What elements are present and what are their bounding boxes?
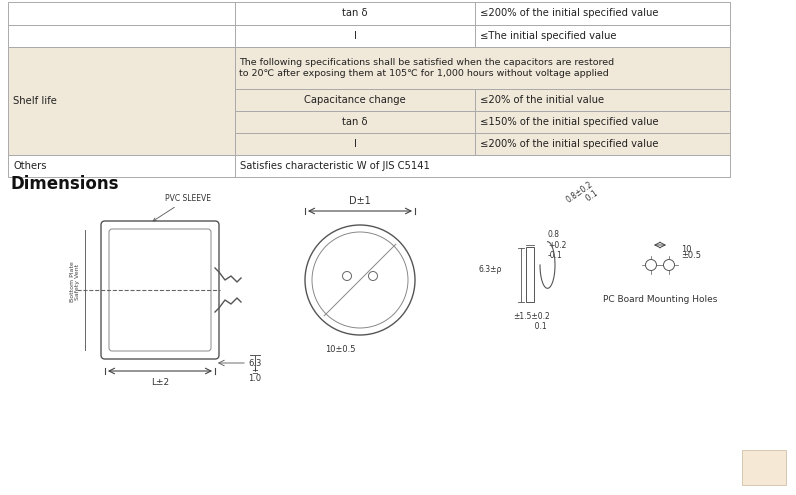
- Text: 1: 1: [759, 460, 769, 476]
- Bar: [8, 155, 235, 177]
- Bar: [235, 47, 730, 89]
- Text: Dimensions: Dimensions: [10, 175, 119, 193]
- Bar: [742, 450, 786, 485]
- Bar: [475, 2, 730, 25]
- Text: ≤The initial specified value: ≤The initial specified value: [480, 31, 616, 41]
- Bar: [8, 2, 235, 25]
- Text: ±0.5: ±0.5: [681, 251, 701, 260]
- Bar: [475, 89, 730, 111]
- Text: 10±0.5: 10±0.5: [325, 345, 355, 354]
- Bar: [235, 25, 475, 47]
- FancyBboxPatch shape: [101, 221, 219, 359]
- FancyBboxPatch shape: [109, 229, 211, 351]
- Text: Capacitance change: Capacitance change: [304, 95, 406, 105]
- Bar: [235, 111, 475, 133]
- Circle shape: [664, 259, 674, 270]
- Bar: [235, 155, 730, 177]
- Text: 0.8±0.2
       0.1: 0.8±0.2 0.1: [564, 180, 600, 213]
- Bar: [235, 133, 475, 155]
- Circle shape: [312, 232, 408, 328]
- Circle shape: [369, 271, 377, 281]
- Bar: [8, 25, 235, 47]
- Text: ≤200% of the initial specified value: ≤200% of the initial specified value: [480, 139, 658, 149]
- Text: 10: 10: [681, 245, 692, 253]
- Text: The following specifications shall be satisfied when the capacitors are restored: The following specifications shall be sa…: [239, 58, 615, 78]
- Text: Others: Others: [13, 161, 46, 171]
- Text: D±1: D±1: [349, 196, 371, 206]
- Text: ≤150% of the initial specified value: ≤150% of the initial specified value: [480, 117, 658, 127]
- Text: Bottom Plate
Safety Vent: Bottom Plate Safety Vent: [69, 262, 80, 302]
- Bar: [235, 89, 475, 111]
- Bar: [235, 2, 475, 25]
- Text: PC Board Mounting Holes: PC Board Mounting Holes: [603, 295, 717, 304]
- Circle shape: [305, 225, 415, 335]
- Circle shape: [646, 259, 657, 270]
- Bar: [475, 111, 730, 133]
- Text: tan δ: tan δ: [342, 8, 368, 18]
- Bar: [475, 133, 730, 155]
- Bar: [526, 247, 534, 302]
- Text: Shelf life: Shelf life: [13, 96, 57, 106]
- Text: L±2: L±2: [151, 378, 169, 387]
- Bar: [475, 25, 730, 47]
- Text: 6.3: 6.3: [248, 359, 262, 368]
- Text: ±1.5±0.2
       0.1: ±1.5±0.2 0.1: [513, 312, 550, 331]
- Text: PVC SLEEVE: PVC SLEEVE: [153, 194, 211, 221]
- Text: I: I: [353, 139, 357, 149]
- Text: 6.3±ρ: 6.3±ρ: [478, 265, 502, 275]
- Text: 1.0: 1.0: [248, 374, 262, 383]
- Circle shape: [342, 271, 352, 281]
- Text: Satisfies characteristic W of JIS C5141: Satisfies characteristic W of JIS C5141: [240, 161, 430, 171]
- Text: tan δ: tan δ: [342, 117, 368, 127]
- Text: ≤20% of the initial value: ≤20% of the initial value: [480, 95, 604, 105]
- Text: I: I: [353, 31, 357, 41]
- Text: 0.8
+0.2
-0.1: 0.8 +0.2 -0.1: [548, 230, 567, 260]
- Bar: [8, 47, 235, 155]
- Text: ≤200% of the initial specified value: ≤200% of the initial specified value: [480, 8, 658, 18]
- Text: ±: ±: [252, 367, 259, 376]
